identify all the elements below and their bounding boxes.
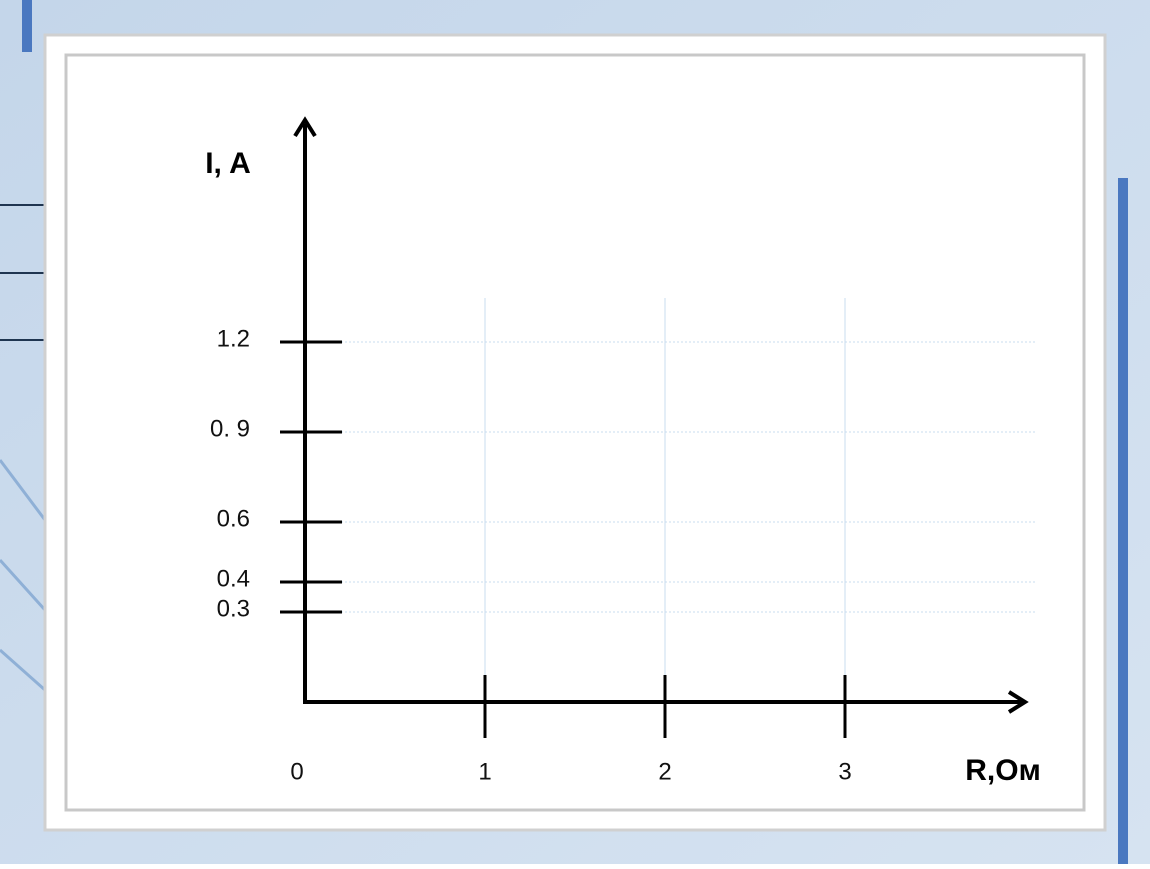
y-tick-label: 0.3 xyxy=(217,595,250,622)
y-tick-label: 0.6 xyxy=(217,505,250,532)
decor-diagonals xyxy=(0,459,47,692)
x-tick-label: 2 xyxy=(658,758,671,785)
x-tick-label: 1 xyxy=(478,758,491,785)
y-tick-label: 0. 9 xyxy=(210,415,250,442)
x-axis-label: R,Ом xyxy=(965,754,1041,787)
x-tick-label: 3 xyxy=(838,758,851,785)
x-tick-label: 0 xyxy=(290,758,303,785)
y-axis-arrow xyxy=(293,116,317,138)
plot: 0.3 0.4 0.6 0. 9 1.2 0 1 2 3 xyxy=(210,116,1035,785)
decor-bar xyxy=(1118,178,1128,864)
decor-bar xyxy=(22,0,32,52)
y-axis-label: I, A xyxy=(205,147,251,180)
y-tick-label: 0.4 xyxy=(217,565,250,592)
decor-lines xyxy=(0,204,45,341)
x-axis-arrow xyxy=(1007,690,1029,714)
y-tick-label: 1.2 xyxy=(217,325,250,352)
